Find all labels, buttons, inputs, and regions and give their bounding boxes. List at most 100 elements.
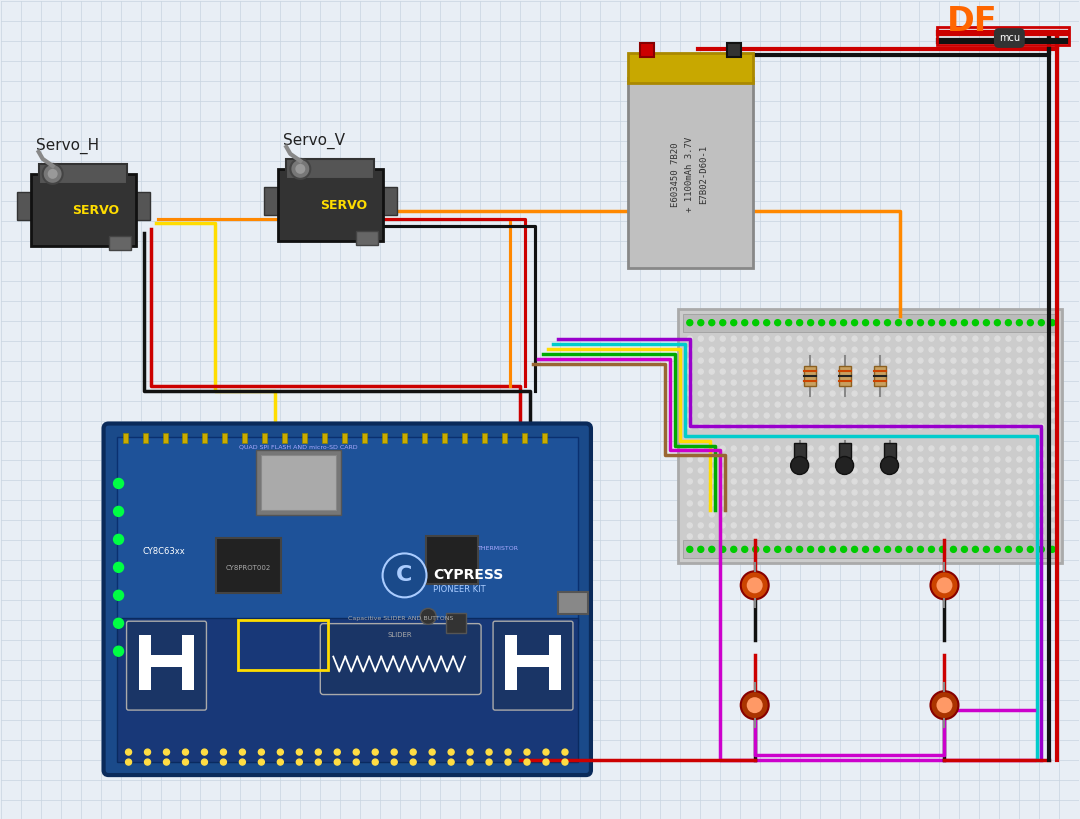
Circle shape — [984, 413, 989, 418]
Circle shape — [896, 402, 901, 407]
Circle shape — [896, 358, 901, 363]
Circle shape — [973, 479, 977, 484]
Circle shape — [819, 380, 824, 385]
Circle shape — [786, 457, 792, 462]
Circle shape — [984, 369, 989, 374]
Circle shape — [808, 534, 813, 539]
Circle shape — [775, 369, 780, 374]
Circle shape — [775, 512, 780, 517]
Circle shape — [863, 457, 868, 462]
Circle shape — [720, 468, 726, 473]
Circle shape — [765, 358, 769, 363]
Circle shape — [962, 424, 967, 429]
Circle shape — [1017, 369, 1022, 374]
Circle shape — [786, 490, 792, 495]
Circle shape — [951, 446, 956, 451]
Circle shape — [1050, 347, 1055, 352]
Circle shape — [1050, 380, 1055, 385]
Circle shape — [699, 457, 703, 462]
Circle shape — [720, 446, 726, 451]
Bar — [302, 432, 308, 442]
Circle shape — [929, 391, 934, 396]
Circle shape — [973, 490, 977, 495]
Circle shape — [765, 380, 769, 385]
Bar — [262, 432, 268, 442]
Circle shape — [951, 435, 956, 440]
Text: Servo_V: Servo_V — [283, 133, 346, 149]
Circle shape — [775, 446, 780, 451]
Circle shape — [831, 391, 835, 396]
Circle shape — [907, 380, 912, 385]
Circle shape — [936, 697, 953, 713]
Circle shape — [202, 749, 207, 755]
Circle shape — [710, 534, 714, 539]
Circle shape — [731, 468, 737, 473]
Circle shape — [315, 749, 321, 755]
Circle shape — [962, 479, 967, 484]
Circle shape — [1028, 369, 1032, 374]
Circle shape — [1005, 479, 1011, 484]
Circle shape — [929, 479, 934, 484]
Circle shape — [410, 749, 416, 755]
Bar — [727, 43, 741, 57]
Circle shape — [885, 402, 890, 407]
Circle shape — [765, 347, 769, 352]
Circle shape — [940, 391, 945, 396]
Circle shape — [808, 501, 813, 506]
Circle shape — [1005, 369, 1011, 374]
Circle shape — [699, 501, 703, 506]
Circle shape — [885, 380, 890, 385]
Circle shape — [896, 380, 901, 385]
Circle shape — [863, 490, 868, 495]
Circle shape — [819, 501, 824, 506]
Bar — [502, 432, 507, 442]
Circle shape — [1017, 435, 1022, 440]
Circle shape — [885, 446, 890, 451]
Circle shape — [296, 759, 302, 765]
Circle shape — [1017, 402, 1022, 407]
Circle shape — [742, 534, 747, 539]
Circle shape — [940, 358, 945, 363]
Circle shape — [786, 402, 792, 407]
Circle shape — [295, 164, 306, 174]
Circle shape — [774, 546, 781, 552]
Bar — [202, 432, 207, 442]
Circle shape — [710, 413, 714, 418]
Circle shape — [48, 169, 57, 179]
Circle shape — [742, 523, 747, 528]
Circle shape — [940, 501, 945, 506]
Circle shape — [962, 380, 967, 385]
Circle shape — [918, 479, 923, 484]
Circle shape — [896, 435, 901, 440]
Circle shape — [742, 336, 747, 342]
Circle shape — [687, 424, 692, 429]
Circle shape — [1016, 319, 1023, 326]
Circle shape — [929, 446, 934, 451]
Circle shape — [951, 490, 956, 495]
Circle shape — [973, 369, 977, 374]
Circle shape — [731, 534, 737, 539]
Circle shape — [984, 523, 989, 528]
Circle shape — [710, 424, 714, 429]
Bar — [683, 314, 1057, 332]
Circle shape — [895, 546, 902, 552]
Circle shape — [1017, 490, 1022, 495]
Bar — [322, 432, 327, 442]
Circle shape — [918, 402, 923, 407]
Circle shape — [1050, 501, 1055, 506]
Circle shape — [973, 391, 977, 396]
Circle shape — [984, 358, 989, 363]
Circle shape — [1005, 435, 1011, 440]
Circle shape — [1039, 358, 1044, 363]
Circle shape — [895, 319, 902, 326]
Circle shape — [995, 512, 1000, 517]
Circle shape — [797, 369, 802, 374]
Circle shape — [731, 490, 737, 495]
Circle shape — [863, 336, 868, 342]
Circle shape — [687, 413, 692, 418]
Circle shape — [775, 424, 780, 429]
Circle shape — [699, 490, 703, 495]
Bar — [937, 27, 1069, 45]
Text: PIONEER KIT: PIONEER KIT — [433, 585, 486, 594]
Circle shape — [1039, 501, 1044, 506]
